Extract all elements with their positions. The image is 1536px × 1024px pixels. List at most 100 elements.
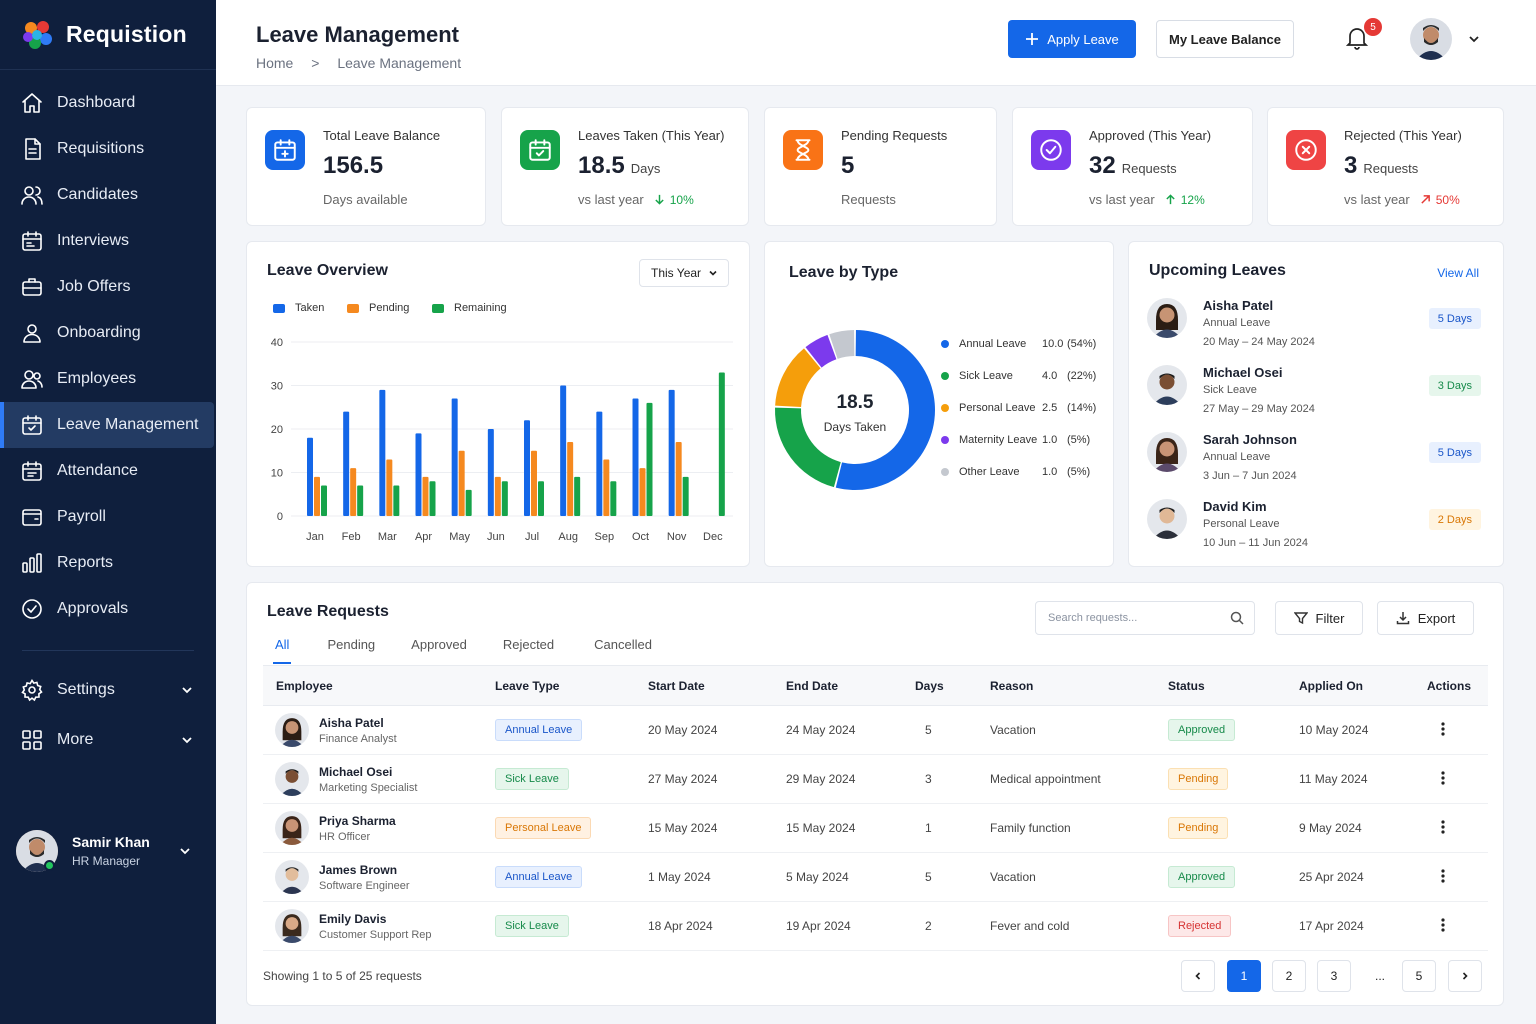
more-vertical-icon[interactable] (1441, 819, 1445, 834)
bar-remaining-mar[interactable] (393, 485, 400, 516)
column-header-end-date: End Date (786, 665, 915, 706)
bar-pending-feb[interactable] (350, 468, 357, 516)
breadcrumb-home[interactable]: Home (256, 55, 294, 71)
sidebar-item-candidates[interactable]: Candidates (0, 172, 216, 218)
current-user[interactable]: Samir Khan HR Manager (16, 830, 200, 872)
table-row[interactable]: Emily Davis Customer Support Rep Sick Leav… (263, 901, 1488, 951)
bar-remaining-nov[interactable] (682, 476, 689, 516)
tab-all[interactable]: All (273, 637, 292, 664)
bell-icon[interactable] (1346, 26, 1368, 50)
stat-sub-row: Days available (323, 192, 408, 207)
status-badge: Pending (1168, 817, 1229, 839)
more-vertical-icon[interactable] (1441, 770, 1445, 785)
tab-pending[interactable]: Pending (327, 637, 376, 652)
bar-remaining-dec[interactable] (718, 372, 725, 516)
app-logo[interactable]: Requistion (0, 0, 216, 70)
cell-end-date: 24 May 2024 (786, 705, 915, 755)
employee: Aisha Patel Finance Analyst (275, 713, 495, 747)
bar-remaining-oct[interactable] (646, 402, 653, 516)
apply-leave-button[interactable]: Apply Leave (1008, 20, 1136, 58)
sidebar-item-settings[interactable]: Settings (0, 665, 216, 715)
bar-remaining-sep[interactable] (610, 481, 617, 516)
upcoming-leave-item[interactable]: Sarah Johnson Annual Leave 3 Jun – 7 Jun 2… (1147, 432, 1487, 492)
bar-remaining-jul[interactable] (538, 481, 544, 516)
bar-taken-jul[interactable] (524, 420, 530, 516)
donut-slice-maternity-leave[interactable] (805, 334, 837, 368)
donut-slice-personal-leave[interactable] (775, 348, 821, 408)
sidebar-item-payroll[interactable]: Payroll (0, 494, 216, 540)
more-vertical-icon[interactable] (1441, 721, 1445, 736)
bar-pending-jun[interactable] (494, 476, 501, 516)
bar-remaining-apr[interactable] (429, 481, 436, 516)
sidebar-item-attendance[interactable]: Attendance (0, 448, 216, 494)
sidebar-item-approvals[interactable]: Approvals (0, 586, 216, 632)
bar-pending-oct[interactable] (639, 468, 646, 516)
bar-taken-jan[interactable] (307, 437, 313, 516)
sidebar-item-requisitions[interactable]: Requisitions (0, 126, 216, 172)
table-row[interactable]: James Brown Software Engineer Annual Leave… (263, 852, 1488, 902)
upcoming-leave-item[interactable]: Aisha Patel Annual Leave 20 May – 24 May 2… (1147, 298, 1487, 358)
bar-remaining-jan[interactable] (321, 485, 327, 516)
bar-remaining-aug[interactable] (574, 476, 581, 516)
bar-taken-sep[interactable] (596, 411, 603, 516)
bar-taken-may[interactable] (451, 398, 458, 516)
bar-remaining-may[interactable] (465, 489, 472, 516)
bar-pending-jan[interactable] (314, 476, 320, 516)
bar-pending-nov[interactable] (675, 442, 682, 516)
sidebar-item-interviews[interactable]: Interviews (0, 218, 216, 264)
legend-label: Other Leave (959, 466, 1020, 478)
table-row[interactable]: Aisha Patel Finance Analyst Annual Leave 20… (263, 705, 1488, 755)
prev-page-button[interactable] (1181, 960, 1215, 992)
upcoming-leave-item[interactable]: Michael Osei Sick Leave 27 May – 29 May 20… (1147, 365, 1487, 425)
bar-taken-apr[interactable] (415, 433, 422, 516)
search-input[interactable]: Search requests... (1035, 601, 1255, 635)
period-select[interactable]: This Year (639, 259, 729, 287)
leave-by-type-title: Leave by Type (789, 264, 899, 281)
bar-taken-jun[interactable] (487, 429, 494, 516)
export-button[interactable]: Export (1377, 601, 1474, 635)
cell-actions (1427, 754, 1488, 804)
sidebar-item-job-offers[interactable]: Job Offers (0, 264, 216, 310)
tab-cancelled[interactable]: Cancelled (594, 637, 652, 652)
donut-slice-other-leave[interactable] (829, 330, 855, 359)
bar-pending-may[interactable] (458, 450, 465, 516)
table-row[interactable]: Priya Sharma HR Officer Personal Leave 15 M… (263, 803, 1488, 853)
more-vertical-icon[interactable] (1441, 917, 1445, 932)
bar-remaining-jun[interactable] (501, 481, 508, 516)
tab-approved[interactable]: Approved (411, 637, 467, 652)
donut-slice-sick-leave[interactable] (775, 407, 841, 488)
bar-taken-oct[interactable] (632, 398, 639, 516)
next-page-button[interactable] (1448, 960, 1482, 992)
page-button-2[interactable]: 2 (1272, 960, 1306, 992)
table-row[interactable]: Michael Osei Marketing Specialist Sick Lea… (263, 754, 1488, 804)
bar-taken-aug[interactable] (560, 385, 567, 517)
bar-pending-sep[interactable] (603, 459, 610, 516)
sidebar-item-dashboard[interactable]: Dashboard (0, 80, 216, 126)
team-icon (21, 370, 43, 389)
view-all-link[interactable]: View All (1437, 266, 1479, 280)
tab-rejected[interactable]: Rejected (502, 637, 555, 652)
sidebar-item-employees[interactable]: Employees (0, 356, 216, 402)
sidebar-item-leave-management[interactable]: Leave Management (0, 402, 214, 448)
filter-button[interactable]: Filter (1275, 601, 1363, 635)
bar-remaining-feb[interactable] (357, 485, 364, 516)
sidebar-item-reports[interactable]: Reports (0, 540, 216, 586)
bar-pending-apr[interactable] (422, 476, 429, 516)
bar-taken-feb[interactable] (343, 411, 350, 516)
bar-pending-mar[interactable] (386, 459, 393, 516)
page-button-1[interactable]: 1 (1227, 960, 1261, 992)
sidebar-item-onboarding[interactable]: Onboarding (0, 310, 216, 356)
bar-taken-nov[interactable] (668, 389, 675, 516)
chevron-down-icon[interactable] (1467, 32, 1481, 46)
upcoming-leave-item[interactable]: David Kim Personal Leave 10 Jun – 11 Jun 2… (1147, 499, 1487, 559)
my-leave-balance-button[interactable]: My Leave Balance (1156, 20, 1294, 58)
donut-slice-annual-leave[interactable] (835, 330, 935, 490)
avatar[interactable] (1410, 18, 1452, 60)
more-vertical-icon[interactable] (1441, 868, 1445, 883)
bar-taken-mar[interactable] (379, 389, 386, 516)
bar-pending-aug[interactable] (567, 442, 574, 516)
page-button-5[interactable]: 5 (1402, 960, 1436, 992)
sidebar-item-more[interactable]: More (0, 715, 216, 765)
bar-pending-jul[interactable] (531, 450, 537, 516)
page-button-3[interactable]: 3 (1317, 960, 1351, 992)
